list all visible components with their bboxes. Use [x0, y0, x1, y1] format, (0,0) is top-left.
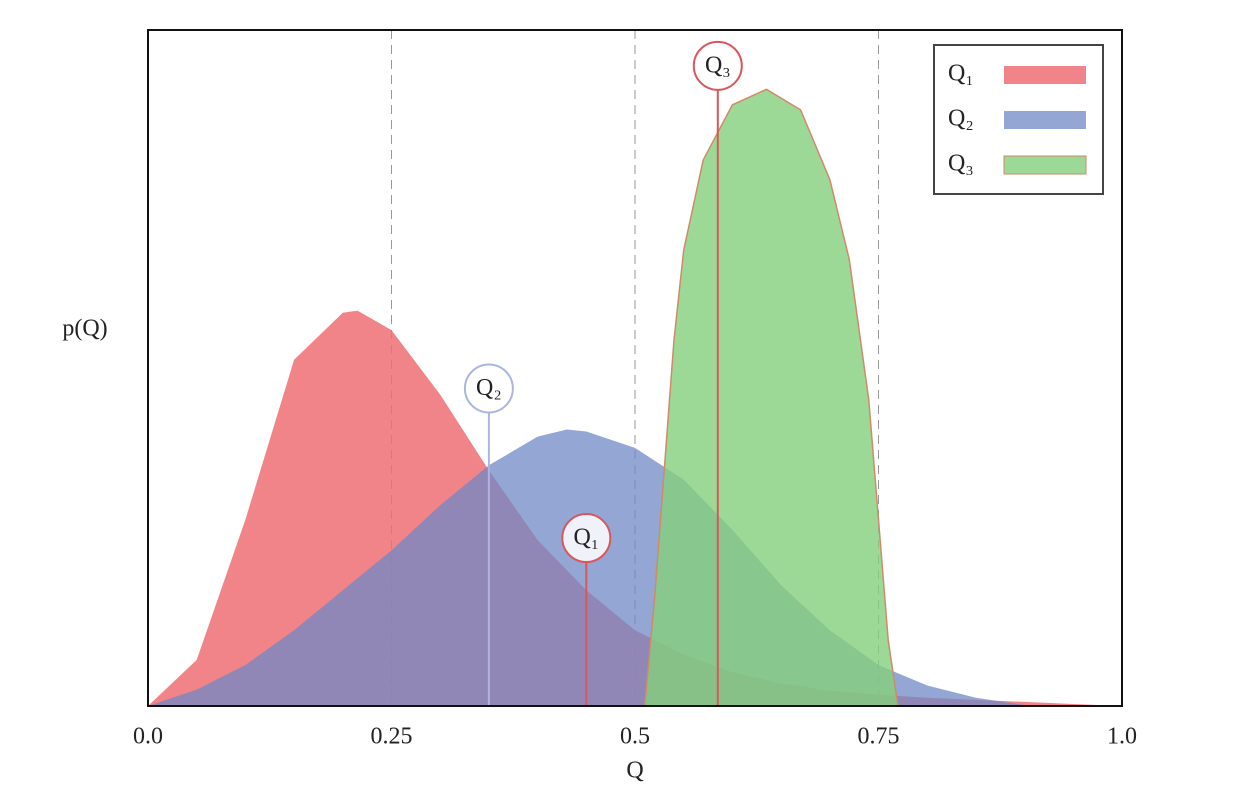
area — [148, 429, 1122, 706]
x-tick-label: 0.25 — [371, 724, 413, 750]
marker-circle — [561, 513, 612, 564]
marker-circle — [692, 40, 743, 91]
y-axis-label: p(Q) — [62, 316, 107, 342]
legend-label: Q₃ — [948, 151, 974, 177]
plot-frame — [147, 29, 1123, 707]
marker-label: Q₃ — [705, 52, 731, 78]
x-tick-label: 0.0 — [133, 724, 163, 750]
x-tick-label: 0.75 — [858, 724, 900, 750]
marker-label: Q₂ — [476, 375, 502, 401]
area — [643, 88, 899, 707]
x-tick-label: 0.5 — [620, 724, 650, 750]
marker-label: Q₁ — [573, 525, 599, 551]
legend-label: Q₂ — [948, 106, 974, 132]
legend-label: Q₁ — [948, 61, 974, 87]
x-axis-label: Q — [626, 758, 643, 784]
x-tick-label: 1.0 — [1107, 724, 1137, 750]
legend-swatch — [1004, 66, 1086, 84]
legend: Q₁ Q₂ Q₃ — [933, 44, 1104, 195]
marker-circle — [463, 363, 514, 414]
legend-swatch — [1004, 111, 1086, 129]
legend-swatch — [1003, 155, 1087, 175]
